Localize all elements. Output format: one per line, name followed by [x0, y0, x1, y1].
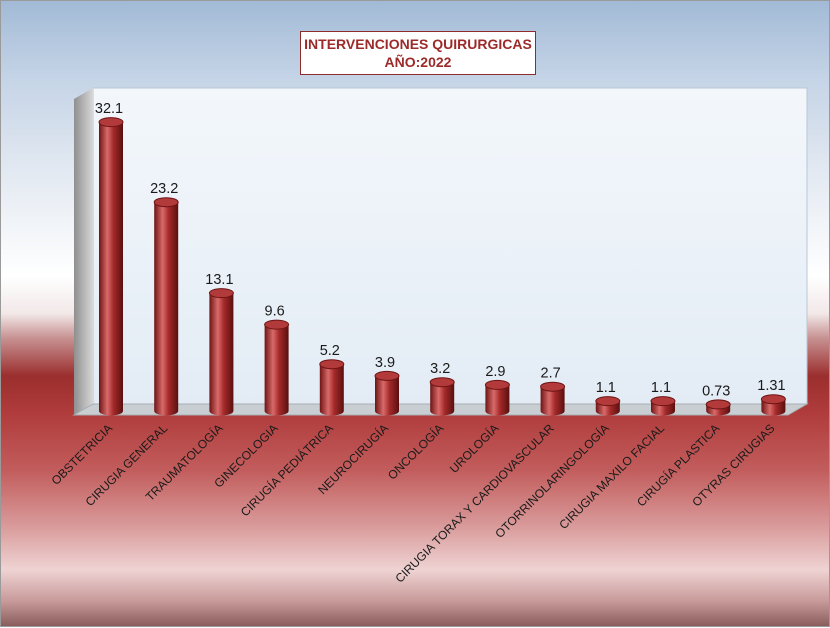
- bar-cap: [484, 379, 510, 390]
- bar-cirugia-maxilo-facial: [650, 396, 676, 416]
- bar-body: [264, 324, 289, 416]
- bar-cap: [264, 319, 290, 330]
- value-label-otyras-cirugias: 1.31: [757, 378, 785, 394]
- bar-body: [319, 364, 344, 416]
- bar-traumatologia: [208, 288, 234, 416]
- value-label-cirugia-maxilo-facial: 1.1: [651, 380, 671, 396]
- value-label-cirugia-torax-y-cardiovascular: 2.7: [541, 366, 561, 382]
- bar-cirugia-pediatrica: [319, 359, 345, 416]
- chart-subtitle: AÑO:2022: [384, 54, 452, 70]
- bar-cirugia-general: [153, 197, 179, 416]
- bar-cap: [208, 288, 234, 299]
- value-label-urologia: 2.9: [485, 364, 505, 380]
- bar-otorrinolaringologia: [595, 396, 621, 416]
- bar-cap: [429, 377, 455, 388]
- bar-cap: [319, 359, 345, 370]
- value-label-obstetricia: 32.1: [95, 101, 123, 117]
- bar-cap: [153, 197, 179, 208]
- value-label-cirugia-pediatrica: 5.2: [320, 343, 340, 359]
- value-label-ginecologia: 9.6: [265, 304, 285, 320]
- category-label-cirugia-pediatrica: CIRUGÍA PEDIÁTRICA: [237, 421, 336, 520]
- bar-urologia: [484, 379, 510, 416]
- value-label-oncologia: 3.2: [430, 361, 450, 377]
- plot-back-wall: [92, 87, 808, 405]
- bar-ginecologia: [264, 319, 290, 416]
- chart-title: INTERVENCIONES QUIRURGICAS: [304, 36, 532, 52]
- bar-cap: [760, 394, 786, 405]
- bar-cap: [98, 117, 124, 128]
- value-label-otorrinolaringologia: 1.1: [596, 380, 616, 396]
- value-label-cirugia-general: 23.2: [150, 181, 178, 197]
- chart-title-box: INTERVENCIONES QUIRURGICAS AÑO:2022: [300, 31, 536, 75]
- bar-body: [99, 122, 123, 416]
- bar-body: [375, 375, 399, 416]
- category-label-urologia: UROLOGÍA: [446, 421, 501, 476]
- bar-cap: [374, 370, 400, 381]
- bar-body: [209, 293, 234, 416]
- value-label-traumatologia: 13.1: [205, 272, 233, 288]
- bar-body: [485, 384, 510, 416]
- bar-oncologia: [429, 377, 455, 416]
- bar-cap: [595, 396, 621, 407]
- value-label-cirugia-plastica: 0.73: [702, 383, 730, 399]
- bar-obstetricia: [98, 117, 124, 416]
- bar-cirugia-plastica: [705, 399, 731, 416]
- category-label-cirugia-maxilo-facial: CIRUGIA MAXILO FACIAL: [556, 421, 667, 532]
- bar-body: [540, 386, 565, 416]
- value-labels-layer: 32.1 23.2 13.1 9.6 5.2 3.9 3.2 2.9 2.7 1.1 1.1 0.73…: [95, 101, 786, 399]
- bar-body: [154, 202, 179, 416]
- bar-body: [430, 382, 455, 416]
- bar-cap: [705, 399, 731, 410]
- bar-otyras-cirugias: [760, 394, 786, 416]
- bars-layer: [98, 117, 786, 416]
- plot-side-wall: [74, 88, 93, 415]
- value-label-neurocirugia: 3.9: [375, 355, 395, 371]
- bar-cirugia-torax-y-cardiovascular: [540, 381, 566, 416]
- category-label-otorrinolaringologia: OTORRINOLARINGOLOGÍA: [492, 421, 612, 541]
- bar-cap: [540, 381, 566, 392]
- category-label-oncologia: ONCOLOGÍA: [384, 421, 446, 483]
- bar-neurocirugia: [374, 370, 400, 416]
- bar-cap: [650, 396, 676, 407]
